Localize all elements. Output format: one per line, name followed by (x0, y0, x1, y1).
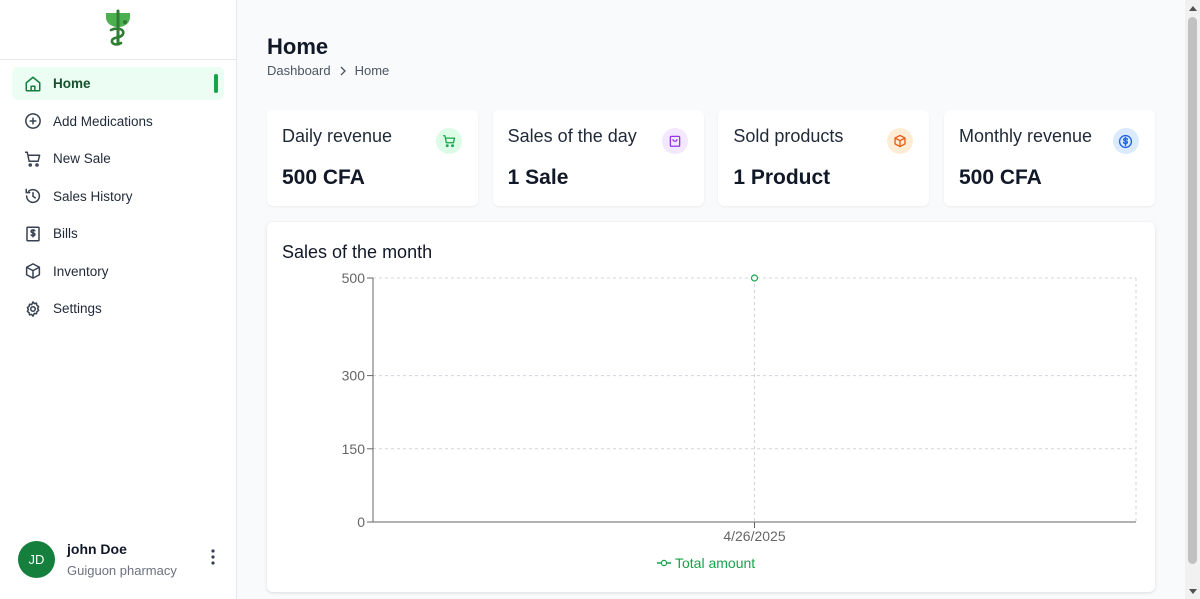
legend-label: Total amount (675, 555, 755, 571)
data-point (750, 274, 759, 282)
breadcrumb-home: Home (354, 63, 390, 78)
sidebar-item-inventory[interactable]: Inventory (12, 255, 224, 288)
main-content: Home Dashboard Home Daily revenue 500 CF… (237, 0, 1185, 599)
card-value: 1 Product (733, 166, 831, 189)
vertical-scrollbar[interactable] (1185, 0, 1200, 599)
sidebar-item-label: Sales History (53, 188, 133, 204)
active-indicator (214, 74, 218, 93)
dollar-circle-icon (1112, 128, 1139, 154)
sidebar-item-bills[interactable]: Bills (12, 217, 224, 250)
chevron-right-icon (339, 66, 347, 76)
scroll-down-arrow-icon[interactable] (1188, 587, 1197, 595)
y-tick-label: 500 (342, 270, 366, 286)
sidebar-item-label: New Sale (53, 151, 111, 166)
sidebar-item-label: Inventory (53, 263, 109, 279)
user-profile[interactable]: JD john Doe Guiguon pharmacy (18, 538, 223, 580)
sales-line-chart: 0 150 300 500 4/26/2025 Total amount (342, 270, 1137, 571)
sidebar-item-settings[interactable]: Settings (12, 292, 224, 325)
y-tick-label: 0 (357, 514, 365, 530)
box-icon (23, 262, 42, 281)
sidebar-item-label: Bills (53, 226, 78, 241)
plus-circle-icon (23, 112, 42, 131)
scroll-up-arrow-icon[interactable] (1188, 4, 1197, 12)
sidebar-nav: Home Add Medications New Sale Sales Hist… (0, 60, 236, 325)
card-value: 1 Sale (507, 166, 569, 189)
gear-icon (23, 299, 42, 318)
card-title: Sales of the day (507, 126, 637, 146)
sidebar-item-sales-history[interactable]: Sales History (12, 180, 224, 213)
user-organization: Guiguon pharmacy (67, 562, 177, 578)
scroll-thumb[interactable] (1188, 17, 1197, 564)
sidebar-item-label: Add Medications (53, 113, 153, 129)
stats-cards: Daily revenue 500 CFA Sales of the day 1… (267, 110, 1155, 206)
card-title: Daily revenue (282, 126, 393, 146)
sales-of-the-day-card: Sales of the day 1 Sale (492, 110, 704, 206)
caduceus-logo-icon[interactable] (101, 8, 135, 51)
card-title: Sold products (733, 126, 844, 146)
dollar-receipt-icon (23, 224, 42, 243)
sidebar-item-home[interactable]: Home (12, 67, 224, 100)
page-title: Home (267, 34, 329, 59)
sidebar-item-label: Settings (53, 301, 102, 316)
card-value: 500 CFA (958, 166, 1042, 189)
sold-products-card: Sold products 1 Product (718, 110, 930, 206)
chart-title: Sales of the month (282, 242, 433, 262)
more-options-button[interactable] (203, 547, 223, 571)
user-info: john Doe Guiguon pharmacy (67, 541, 203, 578)
sidebar-item-add-medications[interactable]: Add Medications (12, 105, 224, 138)
breadcrumb-dashboard[interactable]: Dashboard (267, 63, 331, 78)
y-tick-label: 300 (342, 368, 366, 384)
box-icon (887, 128, 914, 154)
avatar: JD (18, 540, 55, 578)
sidebar-item-new-sale[interactable]: New Sale (12, 142, 224, 175)
sales-chart-card: Sales of the month 0 150 300 500 4/26/2025 To… (267, 222, 1155, 592)
logo-area (0, 0, 236, 60)
cart-icon (23, 149, 42, 168)
user-name: john Doe (67, 540, 127, 557)
y-tick-label: 150 (342, 441, 366, 457)
legend-marker (660, 559, 668, 567)
breadcrumb: Dashboard Home (267, 63, 389, 78)
x-tick-label: 4/26/2025 (723, 528, 785, 544)
shopping-bag-icon (661, 128, 688, 154)
sidebar-item-label: Home (53, 76, 91, 91)
cart-icon (436, 128, 462, 154)
sidebar: Home Add Medications New Sale Sales Hist… (0, 0, 237, 599)
history-icon (23, 187, 42, 206)
home-icon (23, 74, 42, 93)
card-value: 500 CFA (282, 166, 365, 189)
more-vertical-icon (211, 548, 215, 570)
card-title: Monthly revenue (958, 126, 1093, 146)
monthly-revenue-card: Monthly revenue 500 CFA (943, 110, 1155, 206)
daily-revenue-card: Daily revenue 500 CFA (267, 110, 478, 206)
